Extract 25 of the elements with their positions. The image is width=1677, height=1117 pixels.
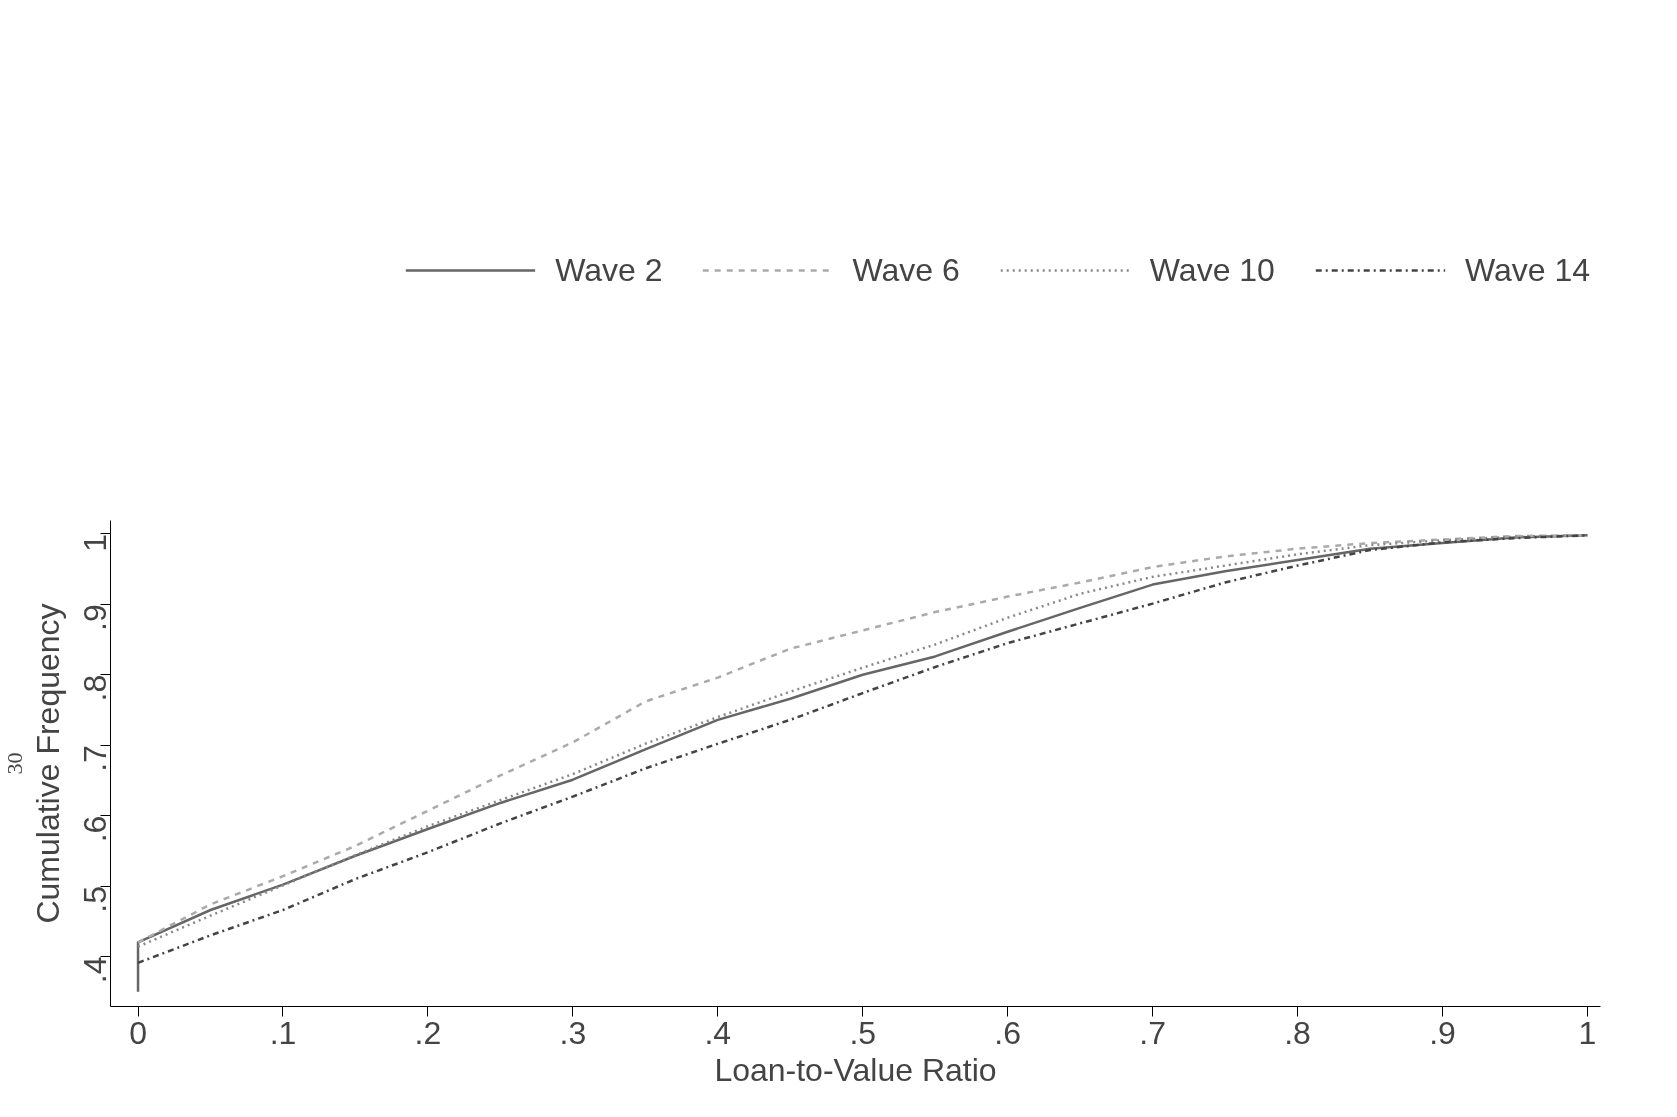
y-tick-label: .9 [77, 604, 114, 631]
x-axis-title: Loan-to-Value Ratio [714, 1051, 997, 1088]
y-axis-title: Cumulative Frequency [29, 603, 66, 924]
y-tick-label: .5 [77, 886, 114, 913]
x-tick-label: .1 [269, 1014, 297, 1051]
legend-label: Wave 6 [852, 251, 960, 289]
legend-label: Wave 10 [1149, 251, 1275, 289]
legend-label: Wave 2 [555, 251, 663, 289]
x-tick-label: .7 [1139, 1014, 1166, 1051]
x-tick-label: .4 [704, 1014, 732, 1051]
x-tick-label: .8 [1284, 1014, 1311, 1051]
x-tick-label: .3 [559, 1014, 587, 1051]
y-tick-label: .6 [77, 815, 114, 843]
x-tick-label: 0 [129, 1014, 147, 1051]
y-tick-label: .4 [77, 956, 114, 984]
x-tick-label: .2 [414, 1014, 442, 1051]
y-tick-label: .7 [77, 745, 114, 772]
x-tick-label: .9 [1429, 1014, 1456, 1051]
x-tick-label: .6 [994, 1014, 1022, 1051]
legend-label: Wave 14 [1464, 251, 1590, 289]
x-tick-label: 1 [1578, 1014, 1597, 1051]
y-tick-label: .8 [77, 674, 114, 702]
text: 30 [1, 752, 27, 775]
x-tick-label: .5 [849, 1014, 877, 1051]
y-tick-label: 1 [77, 533, 114, 552]
